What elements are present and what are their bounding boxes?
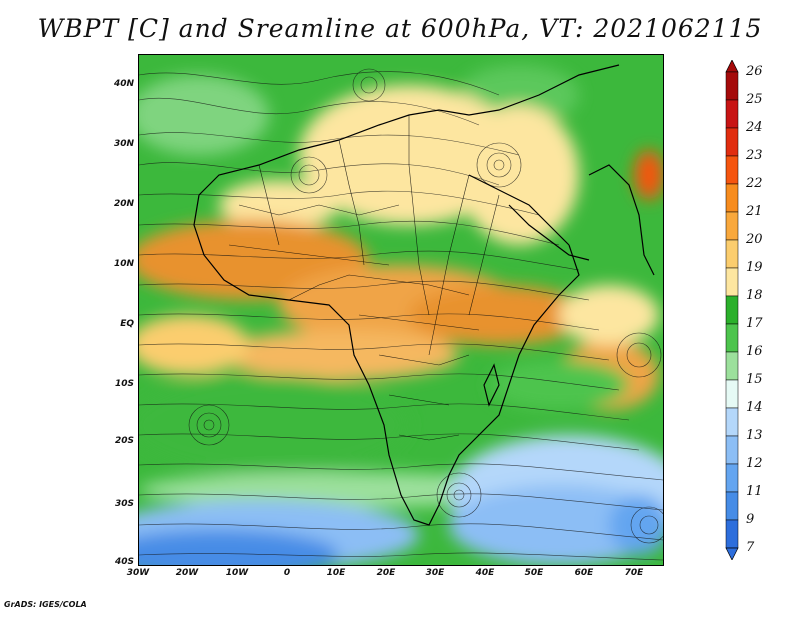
lon-label-70e: 70E [624, 568, 644, 578]
colorbar-swatch [725, 295, 739, 325]
colorbar-swatch [725, 379, 739, 409]
colorbar-tick-label: 11 [746, 484, 763, 499]
colorbar-swatch [725, 463, 739, 493]
colorbar-swatch [725, 183, 739, 213]
colorbar-top-arrow [725, 60, 739, 73]
colorbar-tick-label: 17 [746, 316, 763, 331]
colorbar-swatch [725, 519, 739, 549]
colorbar-swatch [725, 211, 739, 241]
colorbar-swatch [725, 239, 739, 269]
lon-label-40e: 40E [475, 568, 495, 578]
colorbar-tick-label: 15 [746, 372, 763, 387]
map-title: WBPT [C] and Sreamline at 600hPa, VT: 20… [37, 14, 763, 43]
colorbar-swatch [725, 435, 739, 465]
colorbar-tick-label: 25 [746, 92, 763, 107]
colorbar-tick-label: 9 [746, 512, 755, 527]
lon-label-0: 0 [283, 568, 291, 578]
colorbar-tick-label: 20 [746, 232, 763, 247]
colorbar-swatch [725, 127, 739, 157]
colorbar-tick-label: 24 [746, 120, 763, 135]
lon-label-10w: 10W [225, 568, 249, 578]
colorbar-tick-label: 16 [746, 344, 763, 359]
lat-label-20n: 20N [113, 199, 134, 209]
colorbar-tick-label: 19 [746, 260, 763, 275]
lon-label-50e: 50E [524, 568, 544, 578]
colorbar-tick-label: 21 [746, 204, 763, 219]
colorbar-swatch [725, 71, 739, 101]
lat-label-20s: 20S [114, 436, 134, 446]
lat-label-40s: 40S [114, 557, 134, 567]
colorbar-tick-label: 26 [746, 64, 763, 79]
country-borders [228, 115, 500, 441]
colorbar-swatch [725, 491, 739, 521]
lat-label-30n: 30N [113, 139, 134, 149]
colorbar-tick-label: 23 [746, 148, 763, 163]
colorbar-swatch [725, 407, 739, 437]
colorbar-tick-label: 13 [746, 428, 763, 443]
grads-credit: GrADS: IGES/COLA [4, 600, 87, 609]
colorbar-swatch [725, 99, 739, 129]
colorbar-tick-label: 12 [746, 456, 763, 471]
lon-label-60e: 60E [574, 568, 594, 578]
lat-label-10s: 10S [114, 379, 134, 389]
streamlines [139, 68, 663, 561]
colorbar [725, 60, 739, 560]
lat-label-10n: 10N [113, 259, 134, 269]
lat-label-eq: EQ [120, 319, 134, 329]
lat-label-40n: 40N [113, 79, 134, 89]
colorbar-tick-label: 18 [746, 288, 763, 303]
lon-label-30w: 30W [126, 568, 150, 578]
colorbar-swatch [725, 323, 739, 353]
lon-label-30e: 30E [425, 568, 445, 578]
map-panel [138, 54, 664, 566]
lat-label-30s: 30S [114, 499, 134, 509]
colorbar-swatch [725, 155, 739, 185]
colorbar-bottom-arrow [725, 547, 739, 560]
lon-label-10e: 10E [326, 568, 346, 578]
colorbar-swatch [725, 351, 739, 381]
wbpt-field [139, 55, 663, 565]
lon-label-20w: 20W [175, 568, 199, 578]
colorbar-swatch [725, 267, 739, 297]
lon-label-20e: 20E [376, 568, 396, 578]
colorbar-tick-label: 7 [746, 540, 755, 555]
colorbar-tick-label: 22 [746, 176, 763, 191]
colorbar-tick-label: 14 [746, 400, 763, 415]
